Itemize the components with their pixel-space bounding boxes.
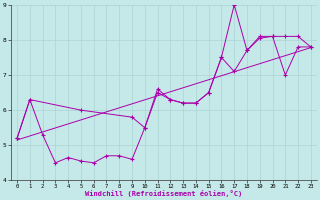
X-axis label: Windchill (Refroidissement éolien,°C): Windchill (Refroidissement éolien,°C) [85,190,243,197]
